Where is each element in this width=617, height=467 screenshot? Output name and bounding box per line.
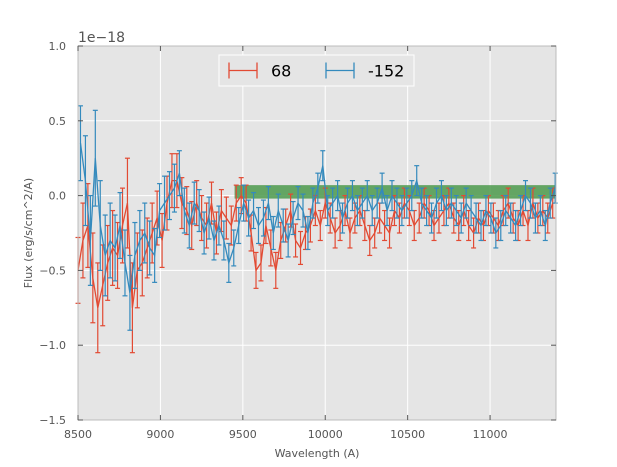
x-tick-label: 9500 (229, 428, 257, 441)
y-axis-label: Flux (erg/s/cm^2/A) (22, 178, 35, 288)
series-line (79, 143, 556, 293)
series-2 (77, 105, 558, 331)
x-tick-label: 9000 (146, 428, 174, 441)
axis-ticks: 8500 9000 9500 10000 10500 11000 −1.5 −1.0 −0.5 0… (39, 40, 556, 441)
legend-entry-2: -152 (325, 62, 404, 81)
y-tick-label: −1.5 (39, 414, 66, 427)
x-axis-label: Wavelength (A) (275, 447, 360, 460)
y-tick-label: 0.5 (49, 115, 67, 128)
x-tick-label: 11000 (473, 428, 508, 441)
x-tick-label: 8500 (64, 428, 92, 441)
series-1 (75, 153, 556, 354)
y-tick-label: 0.0 (49, 190, 67, 203)
legend: 68 -152 (218, 54, 415, 87)
legend-entry-1: 68 (228, 62, 291, 81)
y-offset-label: 1e−18 (78, 30, 125, 46)
y-tick-label: −1.0 (39, 339, 66, 352)
y-tick-label: 1.0 (49, 40, 67, 53)
x-tick-label: 10500 (390, 428, 425, 441)
series-layer (75, 105, 558, 354)
x-tick-label: 10000 (308, 428, 343, 441)
y-tick-label: −0.5 (39, 264, 66, 277)
legend-label: 68 (271, 62, 291, 81)
legend-label: -152 (368, 62, 404, 81)
plot-frame (77, 45, 557, 421)
